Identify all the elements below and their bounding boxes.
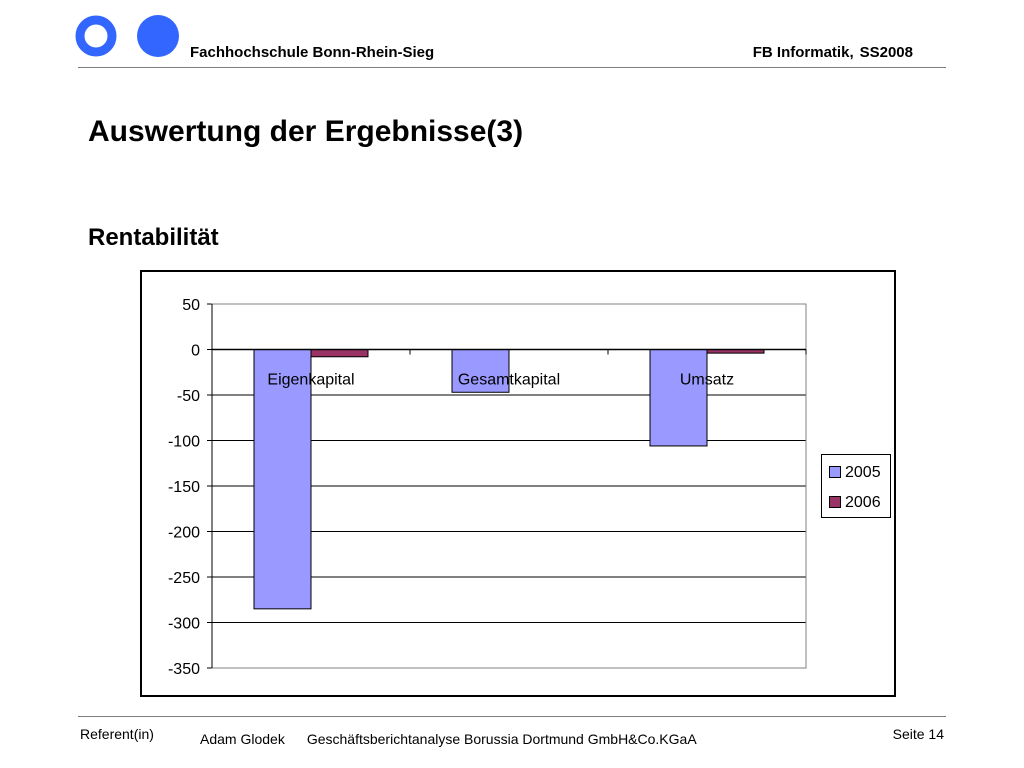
two-circles-logo-icon	[75, 15, 179, 57]
x-category-label: Gesamtkapital	[458, 372, 560, 389]
slide-subtitle: Rentabilität	[88, 224, 219, 251]
legend-swatch-2005	[829, 465, 841, 478]
legend-swatch-2006	[829, 495, 841, 508]
page-number: Seite 14	[892, 726, 944, 742]
y-tick-label: -50	[177, 388, 200, 405]
slide-title: Auswertung der Ergebnisse(3)	[88, 115, 524, 148]
legend-label-2005: 2005	[845, 464, 881, 481]
department-label: FB Informatik,	[752, 44, 854, 61]
bar-chart: 50 0 -50 -100 -150 -200 -250 -300 -350 Eigenkapit…	[168, 297, 807, 678]
y-tick-label: -250	[168, 570, 200, 587]
department-term: FB Informatik, SS2008	[747, 44, 913, 61]
y-tick-label: -350	[168, 661, 200, 678]
x-category-label: Eigenkapital	[267, 372, 354, 389]
presentation-topic: Geschäftsberichtanalyse Borussia Dortmun…	[306, 731, 697, 747]
y-tick-label: 50	[182, 297, 200, 314]
referent-label: Referent(in)	[80, 726, 154, 742]
legend-item-2006: 2006	[829, 493, 881, 513]
bar-2005-gesamtkapital	[451, 349, 510, 393]
term-label: SS2008	[859, 44, 913, 61]
header-divider	[78, 67, 946, 68]
bar-2006-eigenkapital	[310, 349, 369, 358]
y-tick-label: -100	[168, 434, 200, 451]
bar-2005-eigenkapital	[253, 349, 312, 610]
bar-2005-umsatz	[649, 349, 708, 447]
y-tick-label: -150	[168, 479, 200, 496]
legend-label-2006: 2006	[845, 494, 881, 511]
footer-info: Adam Glodek Geschäftsberichtanalyse Borus…	[200, 731, 697, 747]
institution-name: Fachhochschule Bonn-Rhein-Sieg	[190, 44, 435, 61]
x-category-label: Umsatz	[680, 372, 734, 389]
y-tick-label: -200	[168, 525, 200, 542]
legend-item-2005: 2005	[829, 463, 881, 483]
presenter-name: Adam Glodek	[200, 731, 285, 747]
y-tick-label: 0	[191, 343, 200, 360]
chart-frame: 50 0 -50 -100 -150 -200 -250 -300 -350 Eigenkapit…	[140, 270, 896, 697]
footer-divider	[78, 716, 946, 717]
chart-legend: 2005 2006	[821, 454, 891, 518]
y-tick-label: -300	[168, 616, 200, 633]
